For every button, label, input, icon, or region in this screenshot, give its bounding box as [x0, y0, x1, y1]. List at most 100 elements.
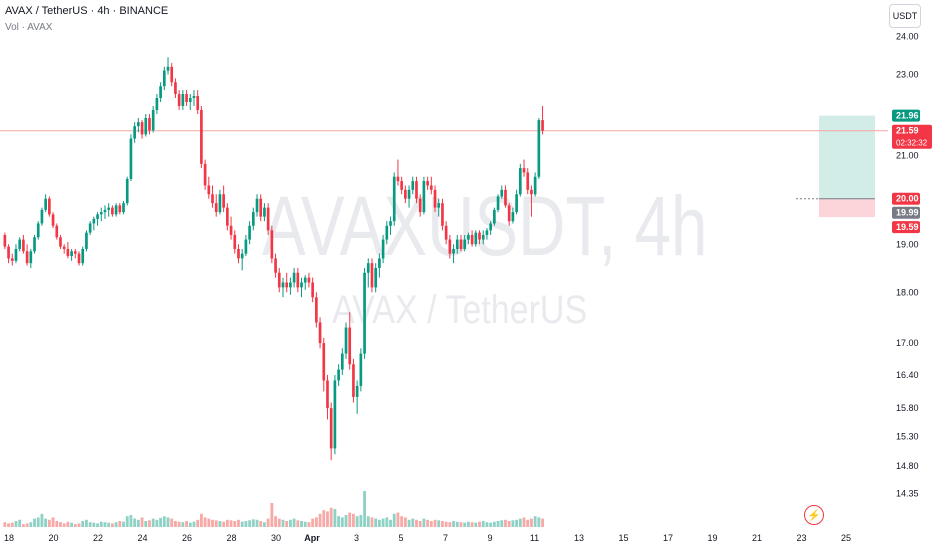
- candle-body: [155, 97, 159, 110]
- volume-bar: [541, 518, 544, 527]
- candle-body: [226, 207, 229, 226]
- candle-body: [240, 253, 244, 259]
- candle-body: [237, 248, 240, 259]
- x-tick-label: 19: [707, 533, 717, 543]
- current-price-tag: 21.59: [896, 126, 919, 136]
- volume-bar: [522, 517, 526, 527]
- volume-bar: [148, 520, 151, 527]
- candle-body: [292, 272, 296, 283]
- candle-body: [366, 263, 370, 273]
- candle-body: [18, 239, 22, 249]
- volume-bar: [396, 512, 400, 527]
- x-tick-label: 30: [271, 533, 281, 543]
- volume-bar: [270, 503, 274, 527]
- stop-price-tag-bg: [892, 221, 920, 234]
- entry-secondary-tag-bg: [892, 206, 920, 219]
- candle-body: [77, 253, 81, 264]
- candle-body: [467, 234, 470, 240]
- candle-body: [407, 189, 411, 199]
- target-zone: [819, 115, 875, 199]
- candle-body: [400, 181, 403, 190]
- candle-body: [66, 248, 70, 257]
- candle-body: [463, 239, 467, 249]
- candle-body: [289, 282, 292, 288]
- volume-bar: [426, 519, 430, 527]
- candle-body: [385, 225, 389, 240]
- candle-body: [248, 225, 251, 240]
- y-tick-label: 14.80: [896, 461, 919, 471]
- candle-body: [170, 66, 174, 83]
- volume-bar: [259, 521, 263, 527]
- candle-body: [518, 168, 522, 195]
- candle-body: [107, 207, 111, 210]
- volume-bar: [125, 516, 129, 527]
- y-tick-label: 15.80: [896, 403, 919, 413]
- candle-body: [415, 181, 418, 199]
- candle-body: [426, 181, 429, 186]
- volume-bar: [400, 516, 404, 527]
- candle-body: [200, 109, 203, 164]
- x-tick-label: 5: [398, 533, 403, 543]
- candle-body: [396, 176, 400, 182]
- candle-body: [452, 248, 455, 254]
- volume-bar: [496, 521, 500, 527]
- x-tick-label: 26: [182, 533, 192, 543]
- candle-body: [522, 168, 526, 173]
- volume-bar: [366, 516, 370, 527]
- volume-bar: [322, 510, 326, 527]
- volume-bar: [29, 522, 33, 527]
- volume-bar: [292, 518, 296, 527]
- candle-body: [277, 272, 281, 288]
- volume-bar: [77, 523, 81, 527]
- y-tick-label: 17.00: [896, 338, 919, 348]
- volume-bar: [162, 516, 166, 527]
- x-tick-label: 25: [841, 533, 851, 543]
- volume-bar: [352, 513, 355, 527]
- volume-bar: [511, 520, 515, 527]
- candle-body: [125, 178, 129, 204]
- volume-bar: [500, 520, 504, 527]
- candle-body: [340, 353, 344, 370]
- volume-bar: [507, 521, 511, 527]
- candle-body: [55, 225, 59, 238]
- volume-bar: [537, 517, 541, 527]
- x-tick-label: 18: [4, 533, 14, 543]
- volume-bar: [518, 518, 522, 527]
- candle-body: [404, 189, 407, 199]
- candle-body: [329, 408, 333, 449]
- volume-bar: [389, 519, 392, 527]
- candle-body: [22, 239, 25, 252]
- candle-body: [118, 205, 122, 213]
- volume-bar: [177, 521, 181, 527]
- volume-bar: [266, 518, 270, 527]
- volume-bar: [255, 519, 259, 527]
- volume-bar: [47, 519, 51, 527]
- volume-bar: [455, 521, 459, 527]
- candle-body: [96, 214, 99, 219]
- candle-body: [211, 194, 214, 204]
- volume-bar: [326, 511, 329, 527]
- candle-body: [144, 118, 148, 135]
- currency-button[interactable]: USDT: [889, 4, 921, 28]
- lightning-icon[interactable]: ⚡: [804, 505, 824, 525]
- x-tick-label: 24: [137, 533, 147, 543]
- candle-body: [174, 82, 177, 95]
- volume-bar: [103, 522, 107, 527]
- volume-bar: [44, 518, 48, 527]
- candle-body: [196, 96, 200, 110]
- x-tick-label: 3: [354, 533, 359, 543]
- volume-bar: [3, 522, 7, 527]
- candle-body: [378, 258, 381, 268]
- candle-body: [352, 364, 355, 397]
- volume-bar: [237, 519, 240, 527]
- current-price-tag-bg: [892, 124, 932, 149]
- volume-bar: [251, 519, 255, 527]
- candle-body: [526, 172, 530, 190]
- volume-bar: [192, 521, 196, 527]
- candle-body: [103, 209, 107, 213]
- volume-bar: [437, 520, 441, 527]
- candle-body: [344, 327, 348, 354]
- volume-bar: [303, 521, 307, 527]
- volume-bar: [370, 517, 374, 527]
